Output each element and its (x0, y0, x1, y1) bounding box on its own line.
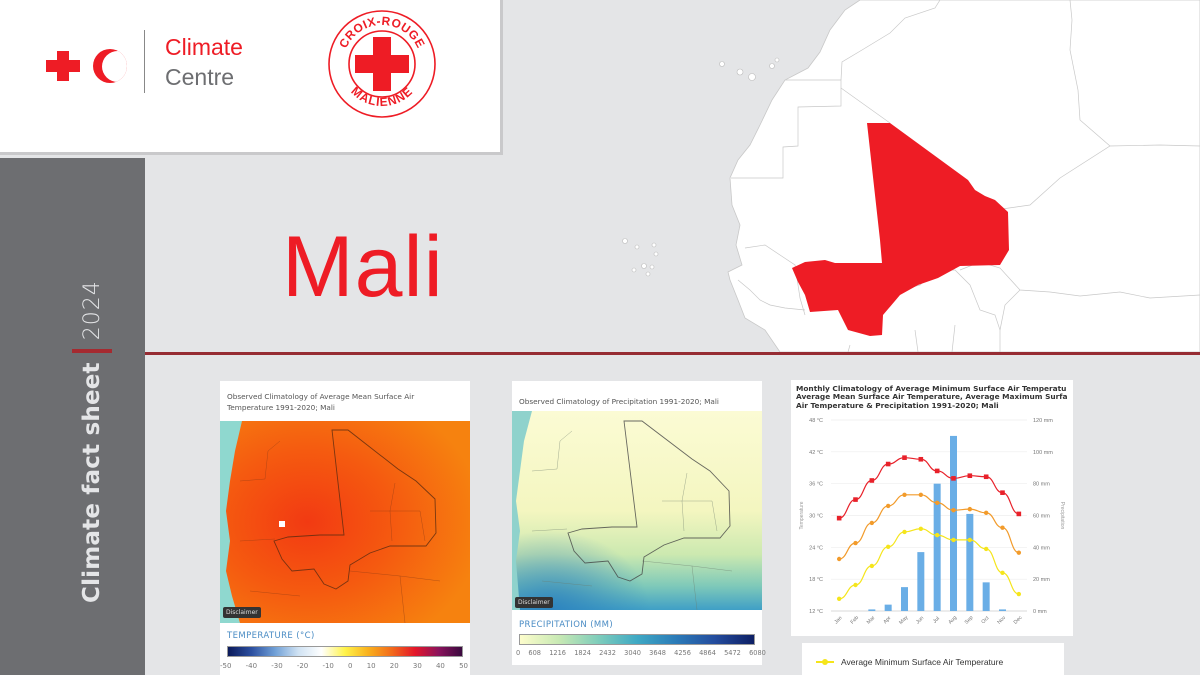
precipitation-map-image (512, 411, 762, 610)
svg-text:40 mm: 40 mm (1033, 545, 1050, 551)
svg-text:20 mm: 20 mm (1033, 577, 1050, 583)
legend-swatch-icon (816, 659, 834, 665)
svg-text:Nov: Nov (996, 615, 1007, 626)
svg-text:80 mm: 80 mm (1033, 482, 1050, 488)
red-cross-icon (46, 51, 80, 81)
svg-text:Mar: Mar (866, 615, 877, 626)
temperature-map-image (220, 421, 470, 623)
sidebar: Climate fact sheet 2024 (0, 158, 145, 675)
svg-text:Temperature: Temperature (799, 501, 805, 529)
climatology-chart-card: Monthly Climatology of Average Minimum S… (791, 380, 1073, 636)
svg-text:Jul: Jul (932, 616, 941, 625)
svg-text:Precipitation: Precipitation (1059, 502, 1065, 530)
logo-divider (144, 30, 145, 93)
precipitation-legend-title: PRECIPITATION (MM) (519, 620, 614, 630)
svg-text:30 °C: 30 °C (809, 514, 823, 520)
temperature-legend-title: TEMPERATURE (°C) (227, 631, 315, 641)
svg-text:60 mm: 60 mm (1033, 514, 1050, 520)
precipitation-map-card: Observed Climatology of Precipitation 19… (512, 381, 766, 665)
temperature-colorbar (227, 646, 463, 657)
svg-text:42 °C: 42 °C (809, 450, 823, 456)
svg-text:Feb: Feb (850, 615, 861, 626)
svg-text:36 °C: 36 °C (809, 482, 823, 488)
sidebar-label: Climate fact sheet 2024 (72, 280, 112, 603)
precipitation-map-title: Observed Climatology of Precipitation 19… (519, 397, 719, 406)
precipitation-ticks: 0 608 1216 1824 2432 3040 3648 4256 4864… (516, 649, 766, 657)
temperature-map-title: Observed Climatology of Average Mean Sur… (227, 392, 415, 412)
precipitation-disclaimer-button[interactable]: Disclaimer (515, 597, 553, 608)
svg-text:Oct: Oct (980, 615, 990, 625)
chart-title: Monthly Climatology of Average Minimum S… (796, 385, 1068, 410)
mali-highlight (792, 123, 1009, 336)
temperature-map-card: Observed Climatology of Average Mean Sur… (220, 381, 470, 675)
sidebar-divider (72, 349, 112, 354)
svg-text:24 °C: 24 °C (809, 545, 823, 551)
svg-text:12 °C: 12 °C (809, 609, 823, 615)
svg-text:Jun: Jun (915, 615, 925, 625)
svg-text:48 °C: 48 °C (809, 418, 823, 424)
climate-centre-name-line2: Centre (165, 64, 235, 90)
svg-text:May: May (898, 614, 909, 625)
title-rule (145, 352, 1200, 355)
svg-text:Sep: Sep (964, 615, 975, 626)
svg-text:Apr: Apr (882, 615, 892, 625)
croix-rouge-malienne-logo: CROIX-ROUGE MALIENNE (328, 10, 436, 118)
red-crescent-icon (93, 49, 127, 83)
svg-text:Aug: Aug (947, 615, 958, 626)
sidebar-title: Climate fact sheet (79, 362, 105, 603)
climatology-chart: 12 °C 18 °C 24 °C 30 °C 36 °C 42 °C 48 °C 0 mm 2… (799, 418, 1065, 626)
legend-item-min-temp[interactable]: Average Minimum Surface Air Temperature (816, 657, 1003, 667)
svg-text:100 mm: 100 mm (1033, 450, 1053, 456)
svg-text:18 °C: 18 °C (809, 577, 823, 583)
chart-legend: Average Minimum Surface Air Temperature (802, 643, 1064, 675)
temperature-ticks: -50 -40 -30 -20 -10 0 10 20 30 40 50 (220, 662, 468, 670)
svg-text:Jan: Jan (833, 615, 843, 625)
page-title: Mali (282, 219, 444, 315)
temperature-disclaimer-button[interactable]: Disclaimer (223, 607, 261, 618)
locator-map (600, 0, 1200, 352)
climate-centre-name-line1: Climate (165, 34, 243, 60)
svg-text:120 mm: 120 mm (1033, 418, 1053, 424)
header-logo-box: Climate Centre CROIX-ROUGE MALIENNE (0, 0, 503, 155)
svg-text:0 mm: 0 mm (1033, 609, 1047, 615)
precipitation-colorbar (519, 634, 755, 645)
svg-text:Dec: Dec (1013, 615, 1024, 626)
sidebar-year: 2024 (79, 280, 105, 341)
